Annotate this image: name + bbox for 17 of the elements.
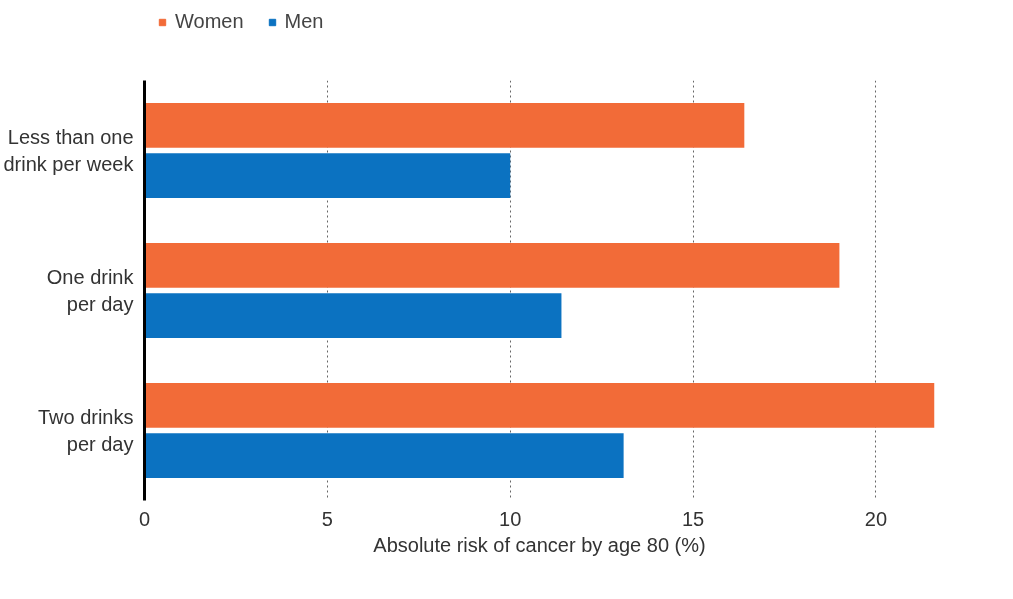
legend-label: Men bbox=[284, 10, 324, 33]
y-tick-label: Less than one drink per week bbox=[3, 126, 135, 175]
bar bbox=[144, 382, 935, 428]
y-tick-label: Two drinks per day bbox=[37, 406, 134, 455]
bar bbox=[144, 433, 624, 479]
bar bbox=[144, 242, 840, 288]
x-tick-label: 10 bbox=[499, 507, 522, 530]
x-tick-label: 0 bbox=[138, 507, 151, 530]
x-tick-label: 5 bbox=[321, 507, 333, 530]
bar bbox=[144, 102, 745, 148]
x-tick-label: 15 bbox=[681, 507, 705, 530]
legend-label: Women bbox=[175, 10, 244, 33]
y-tick-label: One drink per day bbox=[46, 266, 135, 315]
x-axis-title: Absolute risk of cancer by age 80 (%) bbox=[373, 533, 706, 556]
bar bbox=[144, 153, 511, 199]
x-tick-label: 20 bbox=[864, 507, 888, 530]
bar bbox=[144, 293, 562, 339]
